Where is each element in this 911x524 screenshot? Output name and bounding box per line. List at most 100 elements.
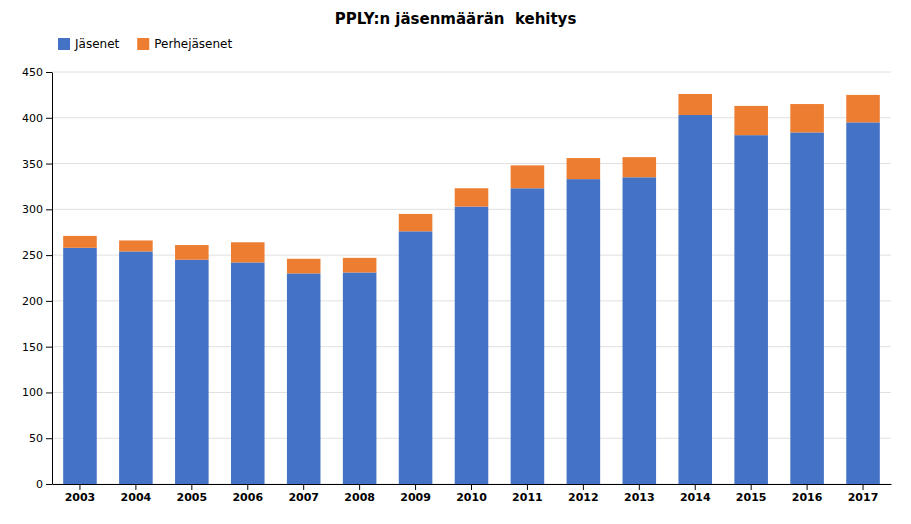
x-tick: 2012 bbox=[568, 484, 599, 504]
tick-mark bbox=[471, 484, 472, 490]
tick-mark bbox=[46, 347, 52, 348]
tick-label: 2008 bbox=[344, 491, 375, 504]
tick-label: 2015 bbox=[736, 491, 767, 504]
bar bbox=[846, 95, 880, 122]
y-tick: 250 bbox=[22, 249, 52, 262]
tick-label: 100 bbox=[22, 386, 43, 399]
tick-mark bbox=[247, 484, 248, 490]
tick-label: 2007 bbox=[288, 491, 319, 504]
bar bbox=[231, 262, 265, 484]
bar bbox=[231, 242, 265, 262]
tick-label: 2005 bbox=[177, 491, 208, 504]
y-tick: 150 bbox=[22, 341, 52, 354]
y-tick: 400 bbox=[22, 112, 52, 125]
axis-line bbox=[52, 73, 53, 485]
x-tick: 2017 bbox=[848, 484, 879, 504]
x-axis: 2003 2004 2005 2006 2007 2008 2009 2010 2011 2012… bbox=[53, 484, 892, 504]
tick-mark bbox=[135, 484, 136, 490]
chart-container: 0501001502002503003504004502003200420052… bbox=[0, 0, 911, 524]
y-axis: 050100150200250300350400450 bbox=[22, 66, 53, 491]
bar bbox=[846, 122, 880, 484]
tick-label: 2011 bbox=[512, 491, 543, 504]
tick-mark bbox=[46, 255, 52, 256]
bar bbox=[511, 188, 545, 484]
tick-mark bbox=[46, 301, 52, 302]
tick-mark bbox=[303, 484, 304, 490]
tick-label: 250 bbox=[22, 249, 43, 262]
x-tick: 2014 bbox=[680, 484, 711, 504]
x-tick: 2005 bbox=[177, 484, 208, 504]
x-tick: 2011 bbox=[512, 484, 543, 504]
bar bbox=[623, 177, 657, 484]
tick-mark bbox=[46, 484, 52, 485]
x-tick: 2010 bbox=[456, 484, 487, 504]
tick-mark bbox=[359, 484, 360, 490]
x-tick: 2013 bbox=[624, 484, 655, 504]
tick-mark bbox=[46, 209, 52, 210]
tick-label: 150 bbox=[22, 341, 43, 354]
bar bbox=[455, 207, 489, 484]
bar bbox=[175, 245, 209, 260]
tick-label: 200 bbox=[22, 295, 43, 308]
bar bbox=[567, 158, 601, 179]
tick-label: 350 bbox=[22, 158, 43, 171]
bar bbox=[399, 231, 433, 484]
bar bbox=[175, 260, 209, 484]
bar bbox=[790, 104, 824, 132]
tick-label: 300 bbox=[22, 203, 43, 216]
bars bbox=[63, 94, 880, 484]
y-tick: 300 bbox=[22, 203, 52, 216]
tick-mark bbox=[639, 484, 640, 490]
legend-swatch bbox=[137, 38, 149, 50]
legend-swatch bbox=[58, 38, 70, 50]
tick-mark bbox=[583, 484, 584, 490]
y-tick: 50 bbox=[29, 432, 52, 445]
bar bbox=[734, 135, 768, 484]
tick-label: 50 bbox=[29, 432, 43, 445]
x-tick: 2003 bbox=[65, 484, 96, 504]
x-tick: 2008 bbox=[344, 484, 375, 504]
tick-label: 2013 bbox=[624, 491, 655, 504]
tick-mark bbox=[46, 392, 52, 393]
tick-mark bbox=[79, 484, 80, 490]
tick-label: 2006 bbox=[232, 491, 263, 504]
tick-label: 2004 bbox=[121, 491, 152, 504]
tick-label: 0 bbox=[36, 478, 43, 491]
x-tick: 2009 bbox=[400, 484, 431, 504]
tick-mark bbox=[863, 484, 864, 490]
bar bbox=[678, 94, 712, 115]
tick-label: 2016 bbox=[792, 491, 823, 504]
y-tick: 100 bbox=[22, 386, 52, 399]
tick-mark bbox=[807, 484, 808, 490]
tick-label: 2009 bbox=[400, 491, 431, 504]
tick-mark bbox=[695, 484, 696, 490]
bar bbox=[567, 179, 601, 484]
bar bbox=[455, 188, 489, 206]
grid-line bbox=[52, 72, 891, 73]
y-tick: 0 bbox=[36, 478, 52, 491]
y-tick: 200 bbox=[22, 295, 52, 308]
legend-item: Jäsenet bbox=[58, 37, 120, 51]
legend-label: Jäsenet bbox=[74, 37, 120, 51]
tick-mark bbox=[527, 484, 528, 490]
tick-label: 2012 bbox=[568, 491, 599, 504]
bar bbox=[343, 258, 377, 273]
bar bbox=[678, 115, 712, 484]
tick-label: 400 bbox=[22, 112, 43, 125]
x-tick: 2007 bbox=[288, 484, 319, 504]
legend-item: Perhejäsenet bbox=[137, 37, 232, 51]
chart-svg: 0501001502002503003504004502003200420052… bbox=[0, 0, 911, 524]
tick-label: 2017 bbox=[848, 491, 879, 504]
tick-mark bbox=[46, 72, 52, 73]
x-tick: 2004 bbox=[121, 484, 152, 504]
tick-mark bbox=[415, 484, 416, 490]
tick-label: 2003 bbox=[65, 491, 96, 504]
y-tick: 350 bbox=[22, 158, 52, 171]
tick-label: 2014 bbox=[680, 491, 711, 504]
tick-mark bbox=[46, 438, 52, 439]
bar bbox=[790, 132, 824, 484]
bar bbox=[63, 248, 97, 484]
grid bbox=[52, 72, 891, 484]
bar bbox=[399, 214, 433, 231]
tick-label: 2010 bbox=[456, 491, 487, 504]
